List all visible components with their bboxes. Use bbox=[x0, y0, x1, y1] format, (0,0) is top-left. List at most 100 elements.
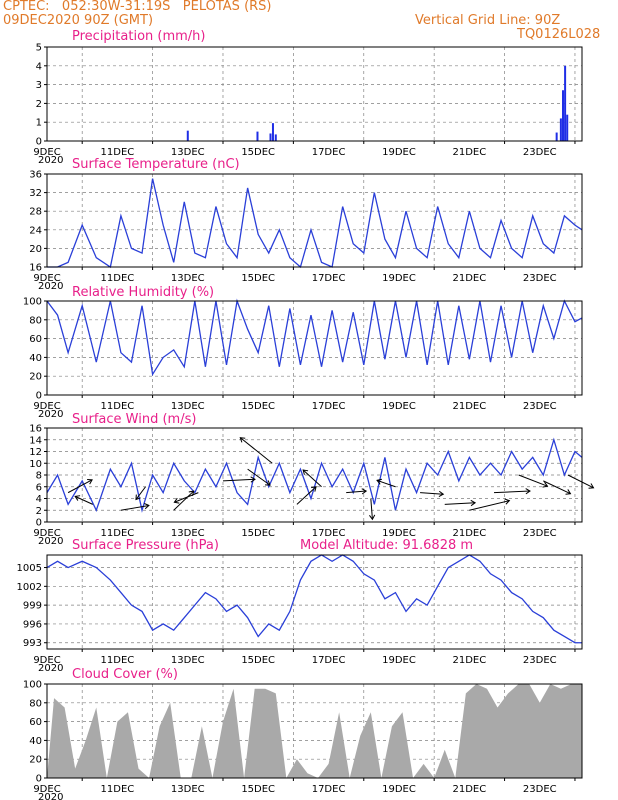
x-tick-label: 13DEC bbox=[171, 147, 205, 158]
x-tick-label: 23DEC bbox=[523, 528, 557, 539]
x-tick-label: 21DEC bbox=[453, 401, 487, 412]
x-tick-label: 11DEC bbox=[101, 784, 135, 795]
y-tick-label: 36 bbox=[29, 170, 42, 181]
wind-arrow-head bbox=[369, 514, 376, 521]
wind-arrow-head bbox=[311, 486, 317, 492]
panel-frame bbox=[46, 554, 583, 650]
panel-frame bbox=[46, 300, 583, 396]
wind-arrow-head bbox=[376, 478, 383, 485]
x-tick-label: 11DEC bbox=[101, 147, 135, 158]
wind-arrow-head bbox=[173, 497, 180, 504]
panel-title: Surface Pressure (hPa) bbox=[72, 538, 219, 553]
y-tick-label: 996 bbox=[23, 619, 42, 630]
precip-bar bbox=[271, 123, 274, 141]
panel-title: Cloud Cover (%) bbox=[72, 667, 178, 682]
model-altitude-annotation: Model Altitude: 91.6828 m bbox=[300, 538, 473, 553]
x-tick-label: 17DEC bbox=[312, 401, 346, 412]
header-datetime: 09DEC2020 90Z (GMT) bbox=[3, 13, 154, 28]
x-tick-label: 9DEC bbox=[33, 147, 60, 158]
precip-bar bbox=[559, 118, 562, 141]
y-tick-label: 20 bbox=[29, 372, 42, 383]
series-line bbox=[47, 178, 583, 269]
y-tick-label: 14 bbox=[29, 435, 42, 446]
x-year-label: 2020 bbox=[38, 792, 63, 800]
x-tick-label: 19DEC bbox=[382, 273, 416, 284]
x-tick-label: 9DEC bbox=[33, 273, 60, 284]
y-tick-label: 5 bbox=[36, 43, 42, 54]
wind-arrow-shaft bbox=[296, 486, 317, 505]
precip-bar bbox=[274, 134, 277, 141]
wind-arrow-shaft bbox=[444, 502, 476, 505]
y-tick-label: 0 bbox=[36, 518, 42, 529]
x-year-label: 2020 bbox=[38, 155, 63, 166]
x-tick-label: 15DEC bbox=[241, 784, 275, 795]
y-tick-label: 8 bbox=[36, 471, 42, 482]
x-tick-label: 23DEC bbox=[523, 273, 557, 284]
wind-arrow-head bbox=[74, 495, 81, 501]
x-tick-label: 19DEC bbox=[382, 401, 416, 412]
x-tick-label: 21DEC bbox=[453, 273, 487, 284]
wind-arrow-shaft bbox=[222, 478, 256, 482]
wind-arrow-head bbox=[565, 489, 572, 495]
precip-bar bbox=[186, 130, 189, 141]
precip-bar bbox=[566, 114, 569, 141]
wind-arrow-head bbox=[470, 499, 477, 507]
wind-arrow-shaft bbox=[239, 437, 273, 464]
series-line bbox=[46, 437, 583, 513]
y-tick-label: 16 bbox=[29, 263, 42, 274]
x-year-label: 2020 bbox=[38, 663, 63, 674]
wind-arrow-shaft bbox=[493, 490, 531, 494]
wind-arrow-head bbox=[588, 483, 595, 489]
wind-arrow-head bbox=[302, 469, 309, 475]
x-tick-label: 11DEC bbox=[101, 273, 135, 284]
panel-title: Precipitation (mm/h) bbox=[72, 29, 205, 44]
wind-arrow-shaft bbox=[420, 492, 444, 495]
x-tick-label: 19DEC bbox=[382, 655, 416, 666]
y-tick-label: 100 bbox=[23, 297, 42, 308]
y-tick-label: 1 bbox=[36, 118, 42, 129]
x-year-label: 2020 bbox=[38, 536, 63, 547]
precip-bar bbox=[555, 132, 558, 141]
y-tick-label: 993 bbox=[23, 638, 42, 649]
wind-arrow-head bbox=[87, 478, 93, 485]
y-tick-label: 0 bbox=[36, 137, 42, 148]
x-tick-label: 11DEC bbox=[101, 528, 135, 539]
panel-title: Surface Wind (m/s) bbox=[72, 412, 196, 427]
wind-arrow-shaft bbox=[247, 468, 271, 486]
precip-bar bbox=[564, 65, 567, 141]
y-tick-label: 80 bbox=[29, 315, 42, 326]
x-year-label: 2020 bbox=[38, 409, 63, 420]
y-tick-label: 0 bbox=[36, 774, 42, 785]
wind-arrow-shaft bbox=[567, 474, 594, 489]
header-location: CPTEC: 052:30W-31:19S PELOTAS (RS) bbox=[3, 0, 272, 14]
y-tick-label: 40 bbox=[29, 353, 42, 364]
header-grid-line: Vertical Grid Line: 90Z bbox=[415, 13, 561, 28]
y-tick-label: 100 bbox=[23, 680, 42, 691]
wind-arrow-shaft bbox=[120, 504, 149, 511]
x-tick-label: 13DEC bbox=[171, 273, 205, 284]
x-tick-label: 17DEC bbox=[312, 784, 346, 795]
wind-arrow-shaft bbox=[370, 498, 373, 520]
wind-arrow-head bbox=[265, 480, 271, 486]
wind-arrow-shaft bbox=[173, 490, 195, 511]
x-tick-label: 13DEC bbox=[171, 655, 205, 666]
y-tick-label: 2 bbox=[36, 506, 42, 517]
wind-arrow-shaft bbox=[346, 490, 367, 494]
header-model-id: TQ0126L028 bbox=[517, 27, 601, 42]
series-line bbox=[46, 298, 583, 377]
wind-arrow-head bbox=[438, 490, 445, 498]
x-tick-label: 17DEC bbox=[312, 147, 346, 158]
x-tick-label: 19DEC bbox=[382, 784, 416, 795]
panel-frame bbox=[46, 173, 583, 268]
y-tick-label: 60 bbox=[29, 334, 42, 345]
x-tick-label: 9DEC bbox=[33, 655, 60, 666]
y-tick-label: 24 bbox=[29, 225, 42, 236]
x-tick-label: 23DEC bbox=[523, 784, 557, 795]
y-tick-label: 10 bbox=[29, 459, 42, 470]
panel-frame bbox=[46, 46, 583, 142]
y-tick-label: 80 bbox=[29, 698, 42, 709]
y-tick-label: 4 bbox=[36, 494, 42, 505]
precip-bar bbox=[269, 133, 272, 141]
y-tick-label: 20 bbox=[29, 244, 42, 255]
